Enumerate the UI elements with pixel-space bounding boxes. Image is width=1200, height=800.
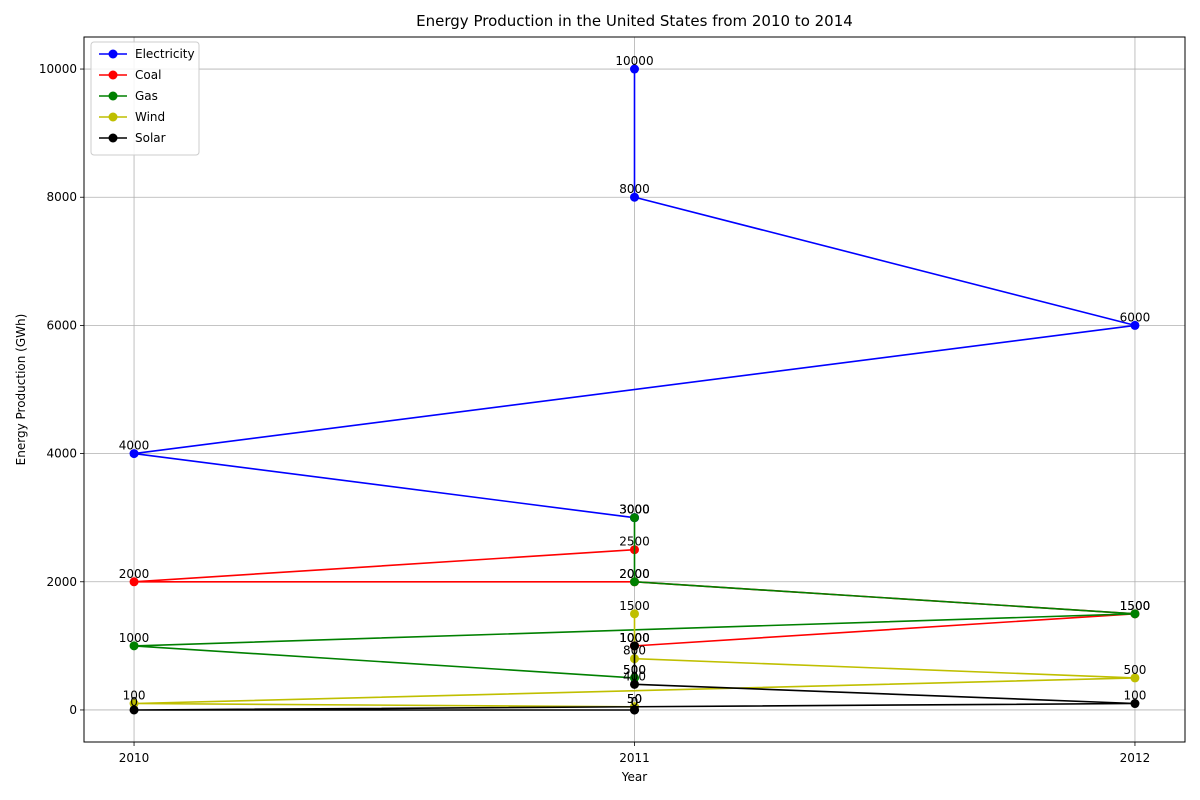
data-label-solar: 1000 [619,631,650,645]
x-axis-label: Year [621,770,647,784]
data-label-solar: 400 [623,669,646,683]
data-label-electricity: 4000 [119,439,150,453]
data-label-solar: 0 [130,695,138,709]
data-label-electricity: 10000 [615,54,653,68]
data-point-wind [630,609,639,619]
data-label-gas: 500 [623,663,646,677]
data-label-gas: 2000 [619,567,650,581]
data-label-solar: 0 [631,695,639,709]
legend-marker-gas [108,91,118,101]
legend-label-gas: Gas [135,89,158,103]
data-label-wind: 50 [627,692,642,706]
data-label-solar: 100 [1124,689,1147,703]
legend-marker-wind [108,112,118,122]
data-point-solar [630,679,639,689]
data-point-gas [129,641,139,651]
data-point-coal [129,577,139,587]
y-tick-label: 4000 [46,447,77,461]
data-point-gas [630,513,639,523]
legend-label-electricity: Electricity [135,47,195,61]
data-label-coal: 2000 [119,567,150,581]
y-tick-label: 0 [69,703,77,717]
legend-label-wind: Wind [135,110,165,124]
legend-marker-solar [108,133,118,143]
series-layer [129,64,1140,715]
data-point-electricity [129,449,139,459]
data-label-coal: 1000 [619,631,650,645]
y-tick-label: 6000 [46,318,77,332]
legend-box [90,41,200,156]
legend-marker-electricity [108,49,118,59]
data-point-solar [1130,699,1140,709]
y-axis-label: Energy Production (GWh) [14,314,28,466]
data-label-electricity: 3000 [619,503,650,517]
data-label-wind: 50 [627,692,642,706]
data-label-electricity: 8000 [619,182,650,196]
legend-label-solar: Solar [135,131,166,145]
data-label-gas: 3000 [619,503,650,517]
legend-label-coal: Coal [135,68,161,82]
data-label-gas: 1000 [119,631,150,645]
legend: Electricity Coal Gas Wind Solar [90,41,200,156]
chart-title: Energy Production in the United States f… [416,12,853,30]
data-point-solar [630,705,639,715]
data-point-electricity [630,64,639,74]
data-label-wind: 800 [623,644,646,658]
y-tick-label: 10000 [39,62,77,76]
data-point-electricity [630,192,639,202]
data-point-solar [129,705,139,715]
data-label-wind: 500 [1124,663,1147,677]
data-label-electricity: 3000 [619,503,650,517]
data-point-gas [1130,609,1140,619]
data-label-coal: 2500 [619,535,650,549]
legend-marker-coal [108,70,118,80]
data-label-solar: 0 [631,695,639,709]
data-point-wind [1130,673,1140,683]
data-point-wind [129,699,139,709]
data-label-electricity: 6000 [1120,310,1151,324]
data-label-wind: 100 [123,689,146,703]
y-tick-label: 8000 [46,190,77,204]
x-tick-label: 2010 [119,751,150,765]
data-point-solar [630,641,639,651]
y-tick-label: 2000 [46,575,77,589]
x-tick-label: 2011 [619,751,650,765]
data-point-electricity [1130,320,1140,330]
data-label-gas: 500 [623,663,646,677]
data-point-gas [630,577,639,587]
data-label-gas: 1500 [1120,599,1151,613]
x-tick-label: 2012 [1120,751,1151,765]
data-label-coal: 2000 [619,567,650,581]
data-label-coal: 1500 [1120,599,1151,613]
data-label-coal: 1000 [619,631,650,645]
data-label-wind: 1500 [619,599,650,613]
